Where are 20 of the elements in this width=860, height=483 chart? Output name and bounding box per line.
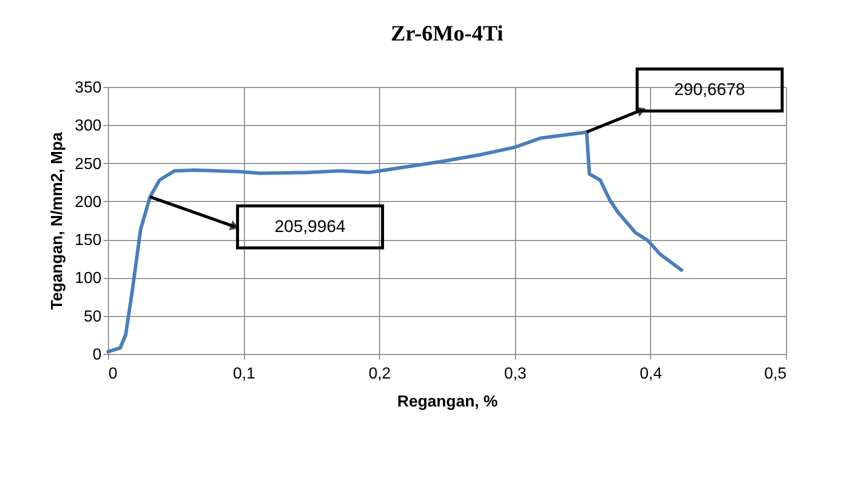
x-axis-title: Regangan, % [397, 394, 498, 410]
y-tick-label: 150 [74, 232, 102, 250]
x-tick-label: 0 [108, 366, 118, 382]
y-tick-label: 250 [74, 156, 102, 173]
x-tick-label: 0,5 [764, 366, 787, 382]
chart-title: Zr-6Mo-4Ti [390, 20, 504, 46]
y-tick-label: 200 [74, 194, 102, 211]
y-tick-label: 100 [74, 270, 102, 288]
y-tick-label: 50 [84, 308, 102, 326]
y-axis-title: Tegangan, N/mm2, Mpa [48, 132, 66, 310]
x-tick-label: 0,1 [232, 366, 256, 382]
line-series [106, 130, 684, 354]
x-tick-label: 0,2 [368, 366, 391, 382]
y-tick-label: 300 [74, 118, 102, 135]
x-tick-label: 0,4 [640, 366, 662, 382]
annotation: 290,6678 [674, 80, 746, 100]
x-tick-label: 0,3 [504, 366, 527, 382]
y-tick-label: 350 [74, 80, 102, 96]
annotation: 205,9964 [274, 216, 346, 236]
y-tick-label: 0 [92, 346, 102, 364]
